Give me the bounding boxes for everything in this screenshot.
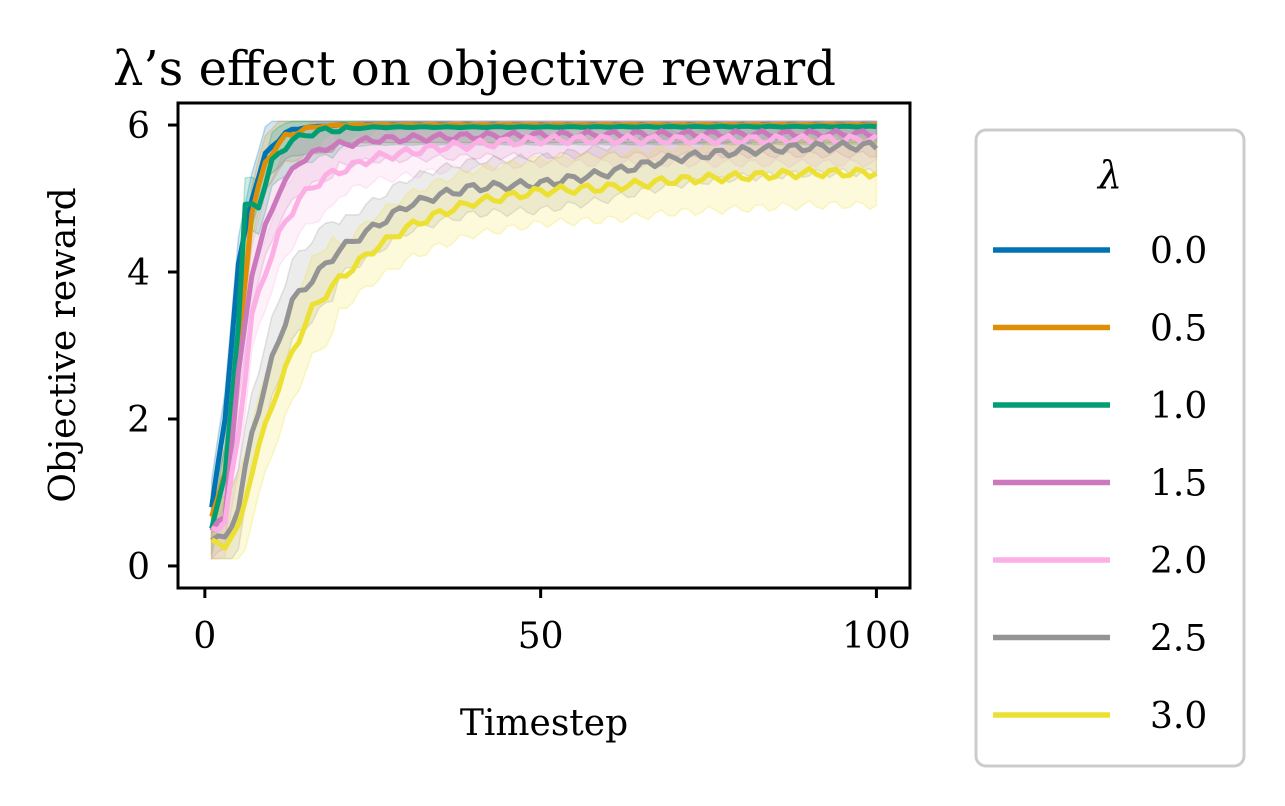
legend-label-2.0: 2.0 [1150, 541, 1207, 582]
x-tick-label-0: 0 [193, 616, 216, 657]
series-line-3.0 [210, 166, 878, 551]
legend: λ 0.0 0.5 1.0 1.5 2.0 2.5 3.0 [974, 128, 1246, 768]
series-line-2.0 [210, 132, 878, 533]
legend-label-1.5: 1.5 [1150, 464, 1207, 505]
legend-label-3.0: 3.0 [1150, 696, 1207, 737]
series-line-1.5 [209, 127, 877, 533]
series-line-1.0 [209, 123, 877, 530]
y-axis-label: Objective reward [43, 187, 84, 502]
chart-title: λ’s effect on objective reward [113, 41, 836, 97]
y-tick-label-4: 4 [127, 253, 150, 294]
legend-frame [974, 128, 1246, 768]
plot-area [209, 120, 879, 561]
x-tick-label-100: 100 [842, 616, 911, 657]
band-3.0 [210, 135, 878, 560]
y-axis: 0 2 4 6 [127, 106, 178, 588]
plot-frame [176, 101, 912, 590]
legend-label-0.5: 0.5 [1150, 309, 1207, 350]
x-axis: 0 50 100 [193, 588, 911, 657]
legend-label-0.0: 0.0 [1150, 231, 1207, 272]
legend-title: λ [1096, 153, 1122, 197]
legend-label-1.0: 1.0 [1150, 386, 1207, 427]
band-1.5 [210, 120, 878, 561]
x-tick-label-50: 50 [518, 616, 564, 657]
y-tick-label-6: 6 [127, 106, 150, 147]
legend-label-2.5: 2.5 [1150, 619, 1207, 660]
x-axis-label: Timestep [460, 703, 628, 744]
y-tick-label-0: 0 [127, 547, 150, 588]
y-tick-label-2: 2 [127, 400, 150, 441]
series-line-2.5 [210, 139, 879, 543]
